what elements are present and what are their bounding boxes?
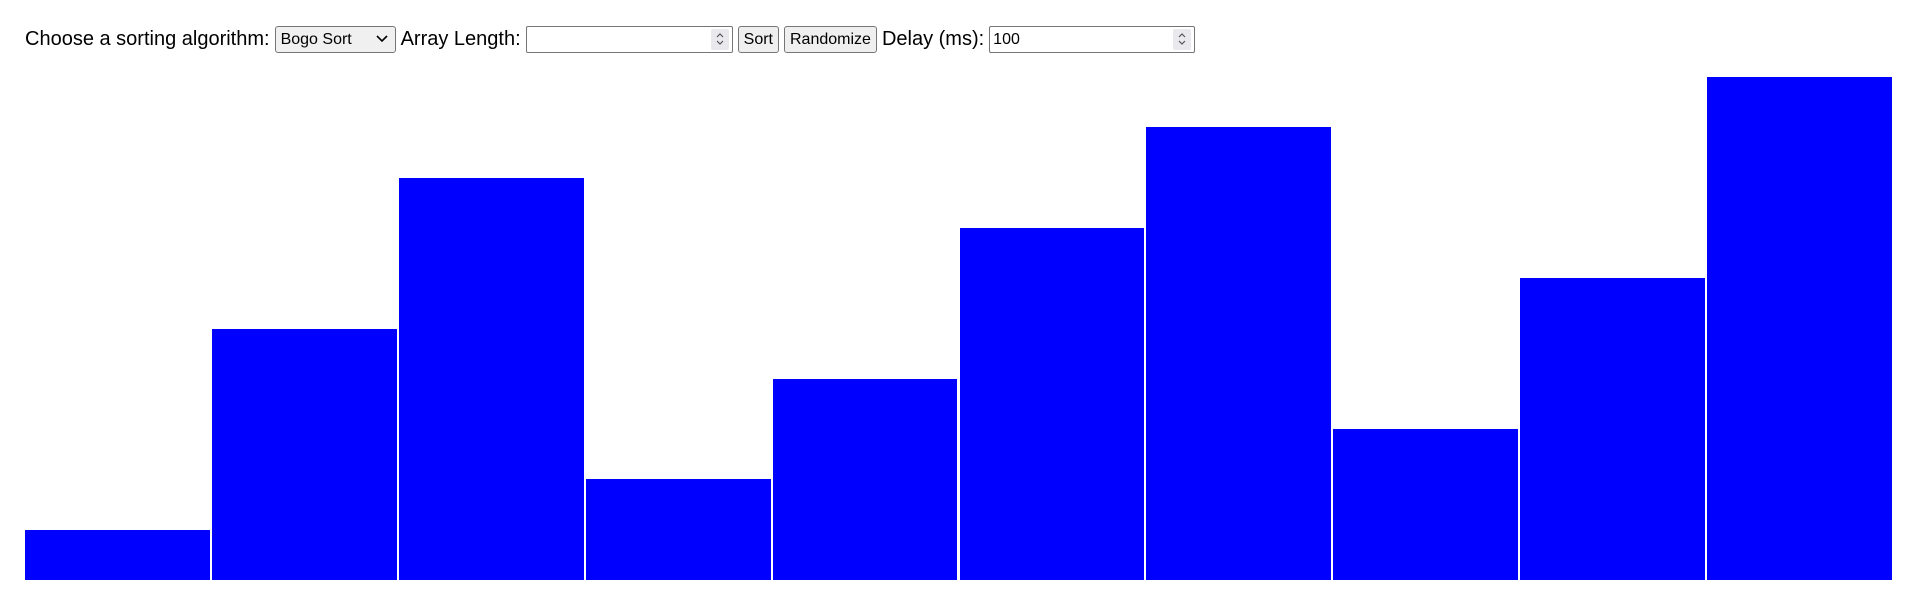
array-length-label: Array Length: (400, 27, 521, 50)
chevron-down-icon (375, 27, 389, 52)
sort-button[interactable]: Sort (737, 25, 779, 53)
array-bar (1520, 278, 1706, 580)
randomize-button[interactable]: Randomize (784, 25, 877, 53)
algorithm-label: Choose a sorting algorithm: (25, 27, 270, 50)
array-bar (398, 177, 584, 580)
delay-value: 100 (993, 30, 1020, 48)
array-length-input[interactable] (525, 25, 733, 53)
algorithm-select[interactable]: Bogo Sort (274, 25, 396, 53)
array-bar (772, 378, 958, 580)
spinner-arrows-icon[interactable] (710, 28, 729, 50)
delay-input[interactable]: 100 (989, 25, 1196, 53)
controls-toolbar: Choose a sorting algorithm: Bogo Sort Ar… (25, 24, 1196, 54)
array-bar (959, 227, 1145, 580)
array-bar (1333, 429, 1519, 580)
algorithm-select-value: Bogo Sort (280, 30, 352, 48)
delay-label: Delay (ms): (881, 27, 985, 50)
array-bars-visualization (25, 77, 1894, 580)
array-bar (25, 529, 210, 580)
spinner-arrows-icon[interactable] (1173, 28, 1192, 50)
array-bar (211, 328, 397, 580)
array-bar (585, 479, 771, 580)
array-bar (1707, 77, 1892, 580)
array-bar (1146, 127, 1332, 580)
